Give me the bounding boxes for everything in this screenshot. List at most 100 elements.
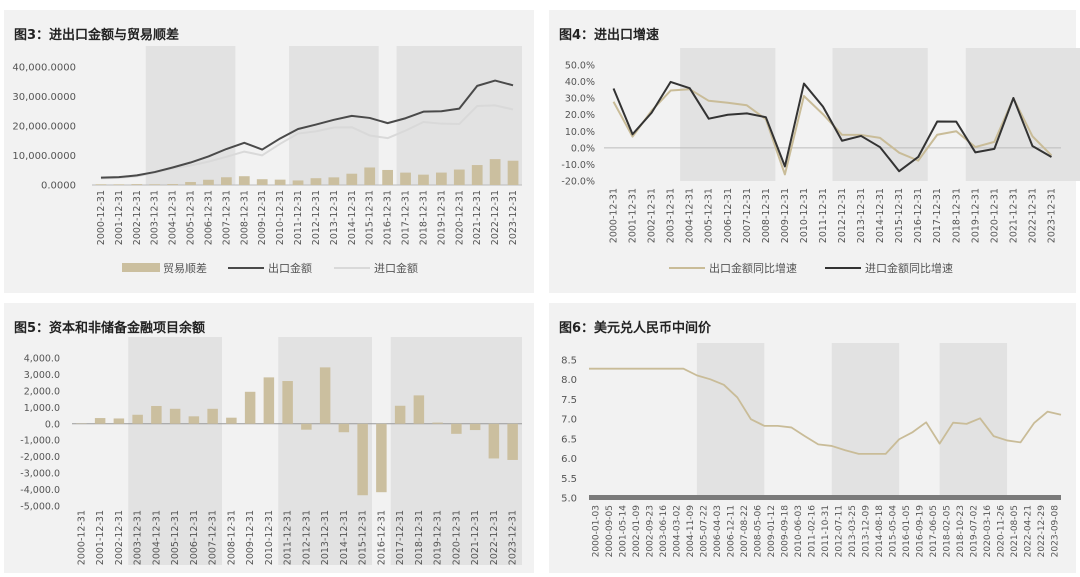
bar [94, 418, 106, 424]
shaded-band [965, 48, 1080, 181]
bar [382, 169, 393, 185]
y-tick-label: 10.0% [565, 127, 595, 138]
bar [413, 395, 425, 424]
x-tick-label: 2000-12-31 [76, 510, 87, 565]
x-tick-label: 2009-12-31 [245, 510, 256, 565]
bar [489, 159, 501, 185]
bar [221, 177, 232, 185]
x-tick-label: 2019-12-31 [436, 190, 447, 245]
bar [469, 423, 481, 431]
x-tick-label: 2003-12-31 [666, 188, 677, 243]
bar [256, 179, 268, 185]
x-tick-label: 2014-12-31 [339, 510, 350, 565]
capital-chart: -5,000.0 -4,000.0 -3,000.0 -2,000.0 -1,000.0… [20, 337, 522, 565]
x-tick-label: 2006-12-31 [189, 510, 200, 565]
x-tick-label: 2016-12-31 [913, 188, 924, 243]
y-tick-label: 7.0 [561, 415, 577, 426]
x-tick-label: 2000-12-31 [96, 190, 107, 245]
y-tick-label: 0.0% [571, 143, 595, 154]
shaded-band [145, 46, 236, 185]
bar [207, 408, 218, 424]
x-tick-label: 2011-02-16 [808, 505, 818, 558]
y-tick-label: 3,000.0 [24, 370, 60, 381]
x-tick-label: 2013-12-31 [329, 190, 340, 245]
x-tick-label: 2006-12-11 [727, 505, 737, 557]
y-tick-label: -4,000.0 [20, 485, 60, 496]
x-tick-label: 2002-12-31 [132, 190, 143, 245]
x-tick-label: 2022-04-21 [1023, 505, 1033, 557]
bar [244, 391, 256, 424]
x-tick-label: 2011-12-31 [818, 188, 829, 243]
bar [113, 184, 125, 185]
bar [274, 179, 286, 185]
x-tick-label: 2023-12-31 [1046, 188, 1057, 243]
x-tick-label: 2015-12-31 [358, 510, 369, 565]
x-tick-label: 2003-06-16 [659, 505, 669, 558]
x-tick-label: 2001-05-14 [619, 505, 629, 558]
bar [338, 423, 350, 433]
legend-swatch [122, 263, 160, 272]
x-tick-label: 2012-12-31 [301, 510, 312, 565]
x-tick-label: 2007-12-31 [221, 190, 232, 245]
x-tick-label: 2015-12-31 [894, 188, 905, 243]
x-tick-label: 2019-12-31 [433, 510, 444, 565]
x-tick-label: 2004-12-31 [151, 510, 162, 565]
legend-label: 贸易顺差 [163, 261, 207, 275]
y-tick-label: -1,000.0 [20, 436, 60, 447]
x-tick-label: 2015-12-31 [365, 190, 376, 245]
x-tick-label: 2001-12-31 [95, 510, 106, 565]
bar [149, 184, 161, 185]
legend-label: 出口金额同比增速 [709, 261, 797, 275]
chart-title: 图3：进出口金额与贸易顺差 [14, 28, 180, 43]
x-tick-label: 2005-12-31 [186, 190, 197, 245]
y-tick-label: 2,000.0 [24, 386, 60, 397]
x-tick-label: 2000-12-31 [609, 188, 620, 243]
x-axis-bar [589, 495, 1061, 500]
y-tick-label: 4,000.0 [24, 354, 60, 365]
bar [364, 167, 376, 185]
y-tick-label: 6.0 [561, 454, 577, 465]
x-tick-label: 2013-12-31 [320, 510, 331, 565]
chart-panel-capital: 图5：资本和非储备金融项目余额 -5,000.0 -4,000.0 -3,000.0… [4, 303, 534, 573]
x-tick-label: 2004-11-09 [686, 505, 696, 558]
x-tick-label: 2017-06-05 [929, 505, 939, 557]
y-tick-label: 1,000.0 [24, 403, 60, 414]
y-tick-label: -5,000.0 [20, 502, 60, 513]
x-tick-label: 2020-12-31 [451, 510, 462, 565]
bar [292, 180, 304, 185]
x-tick-label: 2005-07-22 [700, 505, 710, 557]
y-tick-label: 50.0% [565, 61, 595, 72]
trade-chart: 0.0000 10,000.0000 20,000.0000 30,000.0000 4… [12, 46, 522, 275]
x-tick-label: 2018-02-05 [942, 505, 952, 557]
x-tick-label: 2002-12-31 [647, 188, 658, 243]
y-tick-label: 30,000.0000 [12, 92, 76, 103]
x-tick-label: 2010-12-31 [799, 188, 810, 243]
bar [203, 179, 214, 185]
x-tick-label: 2005-12-31 [704, 188, 715, 243]
x-tick-label: 2020-12-31 [454, 190, 465, 245]
x-tick-label: 2016-12-31 [376, 510, 387, 565]
x-tick-label: 2009-12-31 [257, 190, 268, 245]
x-tick-label: 2009-12-31 [780, 188, 791, 243]
x-tick-label: 2008-05-06 [754, 505, 764, 558]
x-tick-label: 2002-12-31 [114, 510, 125, 565]
y-tick-label: 8.0 [561, 375, 577, 386]
chart-title: 图6：美元兑人民币中间价 [559, 321, 712, 336]
x-tick-label: 2008-12-31 [226, 510, 237, 565]
x-tick-label: 2013-12-09 [861, 505, 871, 558]
x-tick-label: 2020-11-26 [996, 505, 1006, 558]
fx-chart: 5.0 5.5 6.0 6.5 7.0 7.5 8.0 8.5 2000-01-03 2000-0… [561, 343, 1062, 558]
x-tick-label: 2020-03-16 [983, 505, 993, 558]
x-tick-label: 2010-12-31 [264, 510, 275, 565]
x-tick-label: 2007-12-31 [208, 510, 219, 565]
x-tick-label: 2013-03-25 [848, 505, 858, 557]
x-tick-label: 2020-12-31 [989, 188, 1000, 243]
x-tick-label: 2021-12-31 [470, 510, 481, 565]
x-tick-label: 2012-07-11 [834, 505, 844, 557]
x-tick-label: 2006-12-31 [203, 190, 214, 245]
x-tick-label: 2016-09-19 [915, 505, 925, 558]
y-tick-label: 6.5 [561, 434, 577, 445]
x-tick-label: 2019-07-02 [969, 505, 979, 557]
shaded-band [396, 46, 522, 185]
x-tick-label: 2018-12-31 [418, 190, 429, 245]
